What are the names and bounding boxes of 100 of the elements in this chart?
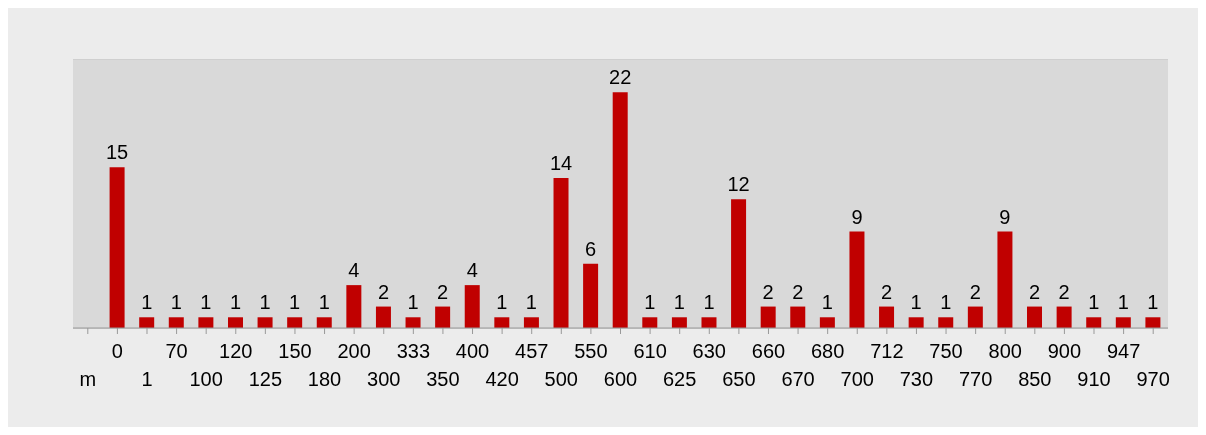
x-tick-label: 200 <box>337 340 371 362</box>
bar <box>139 317 155 328</box>
x-tick-label: 500 <box>544 368 578 390</box>
x-tick-label: 680 <box>810 340 845 362</box>
data-label: 2 <box>880 280 893 303</box>
bar <box>671 317 687 328</box>
data-label: 2 <box>1028 280 1041 303</box>
bar <box>553 177 569 328</box>
x-tick-label: 300 <box>367 368 401 390</box>
data-label: 1 <box>525 291 537 314</box>
x-tick-label: 150 <box>278 340 312 362</box>
bar <box>908 317 924 328</box>
x-tick-label: 100 <box>189 368 223 390</box>
bar <box>198 317 214 328</box>
data-label: 22 <box>609 66 632 89</box>
x-tick-label: 457 <box>515 340 549 362</box>
bar <box>879 306 895 328</box>
data-label: 1 <box>1147 291 1159 314</box>
bar <box>168 317 184 328</box>
x-tick-label: 970 <box>1136 368 1170 390</box>
x-tick-label: 730 <box>899 368 934 390</box>
bar <box>227 317 243 328</box>
data-label: 1 <box>259 291 271 314</box>
x-tick-label: 630 <box>692 340 726 362</box>
data-label: 1 <box>318 291 330 314</box>
x-tick-label: 650 <box>722 368 756 390</box>
data-label: 1 <box>821 291 833 314</box>
bar <box>464 285 480 328</box>
x-tick-label: 712 <box>870 340 904 362</box>
bar <box>523 317 539 328</box>
x-tick-label: 70 <box>165 340 188 362</box>
bar <box>1115 317 1131 328</box>
bar <box>997 231 1013 328</box>
bar <box>109 167 125 328</box>
bar <box>1145 317 1161 328</box>
data-label: 4 <box>348 259 360 282</box>
x-tick-label: 947 <box>1106 340 1141 362</box>
data-label: 2 <box>1058 280 1070 303</box>
x-tick-label: 800 <box>988 340 1022 362</box>
data-label: 1 <box>703 291 715 314</box>
x-tick-label: 670 <box>781 368 815 390</box>
bar <box>701 317 717 328</box>
data-label: 1 <box>229 291 242 314</box>
x-tick-label: 660 <box>751 340 786 362</box>
x-tick-label: 125 <box>248 368 283 390</box>
data-label: 14 <box>549 151 573 174</box>
bar <box>435 306 451 328</box>
data-label: 2 <box>762 280 774 303</box>
x-tick-label: m <box>79 368 97 390</box>
bar <box>287 317 303 328</box>
bar <box>731 199 747 328</box>
data-label: 2 <box>969 280 981 303</box>
x-tick-label: 180 <box>307 368 342 390</box>
data-label: 2 <box>377 280 390 303</box>
data-label: 4 <box>466 259 478 282</box>
data-label: 6 <box>585 237 597 260</box>
data-label: 1 <box>170 291 182 314</box>
x-tick-label: 600 <box>603 368 638 390</box>
x-tick-label: 900 <box>1047 340 1082 362</box>
bar <box>1027 306 1043 328</box>
x-tick-label: 0 <box>111 340 123 362</box>
bar <box>849 231 865 328</box>
data-label: 1 <box>289 291 301 314</box>
data-label: 1 <box>1117 291 1129 314</box>
x-tick-label: 550 <box>574 340 608 362</box>
data-label: 9 <box>851 205 863 228</box>
x-tick-label: 625 <box>663 368 697 390</box>
bar <box>760 306 776 328</box>
bar <box>642 317 658 328</box>
x-tick-label: 350 <box>426 368 460 390</box>
bar <box>494 317 510 328</box>
bar <box>967 306 983 328</box>
data-label: 12 <box>727 173 750 196</box>
bar <box>405 317 421 328</box>
x-tick-label: 400 <box>455 340 490 362</box>
data-label: 1 <box>910 291 922 314</box>
bar <box>790 306 806 328</box>
x-tick-label: 850 <box>1018 368 1052 390</box>
bar <box>316 317 332 328</box>
data-label: 2 <box>792 280 804 303</box>
data-label: 2 <box>437 280 449 303</box>
bar <box>819 317 835 328</box>
bar <box>375 306 391 328</box>
bar <box>612 92 628 328</box>
x-tick-label: 1 <box>141 368 153 390</box>
data-label: 1 <box>141 291 153 314</box>
data-label: 1 <box>1088 291 1100 314</box>
data-label: 1 <box>644 291 656 314</box>
data-label: 9 <box>999 205 1011 228</box>
bar <box>257 317 273 328</box>
bar <box>938 317 954 328</box>
x-tick-label: 750 <box>929 340 963 362</box>
bar <box>346 285 362 328</box>
data-label: 1 <box>940 291 952 314</box>
x-tick-label: 770 <box>958 368 993 390</box>
bar <box>1086 317 1102 328</box>
x-tick-label: 120 <box>219 340 253 362</box>
data-label: 15 <box>105 141 129 164</box>
data-label: 1 <box>200 291 212 314</box>
bar <box>583 263 599 328</box>
